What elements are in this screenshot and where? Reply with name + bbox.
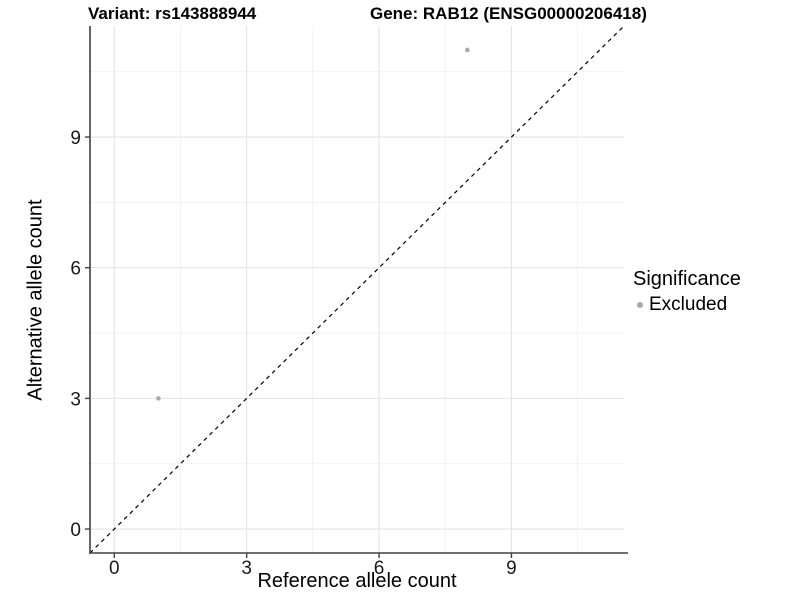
- y-tick-label: 6: [70, 259, 81, 280]
- legend: Significance Excluded: [633, 268, 741, 316]
- x-tick-label: 9: [506, 558, 517, 579]
- legend-title: Significance: [633, 268, 741, 290]
- identity-dashed-line: [89, 25, 625, 554]
- data-point: [465, 47, 470, 53]
- legend-item-excluded: Excluded: [633, 294, 741, 316]
- x-tick-label: 3: [241, 558, 252, 579]
- data-point: [156, 396, 161, 401]
- plot-title-gene: Gene: RAB12 (ENSG00000206418): [370, 4, 647, 23]
- x-axis-title: Reference allele count: [257, 570, 457, 592]
- x-tick-label: 6: [374, 558, 385, 579]
- y-tick-label: 3: [70, 389, 81, 410]
- x-tick-label: 0: [109, 558, 120, 579]
- y-tick-label: 0: [70, 520, 81, 541]
- y-axis-title: Alternative allele count: [24, 199, 47, 401]
- legend-point-icon: [637, 302, 643, 308]
- y-tick-label: 9: [70, 128, 81, 149]
- legend-item-label: Excluded: [649, 294, 728, 315]
- plot-title-variant: Variant: rs143888944: [88, 4, 257, 23]
